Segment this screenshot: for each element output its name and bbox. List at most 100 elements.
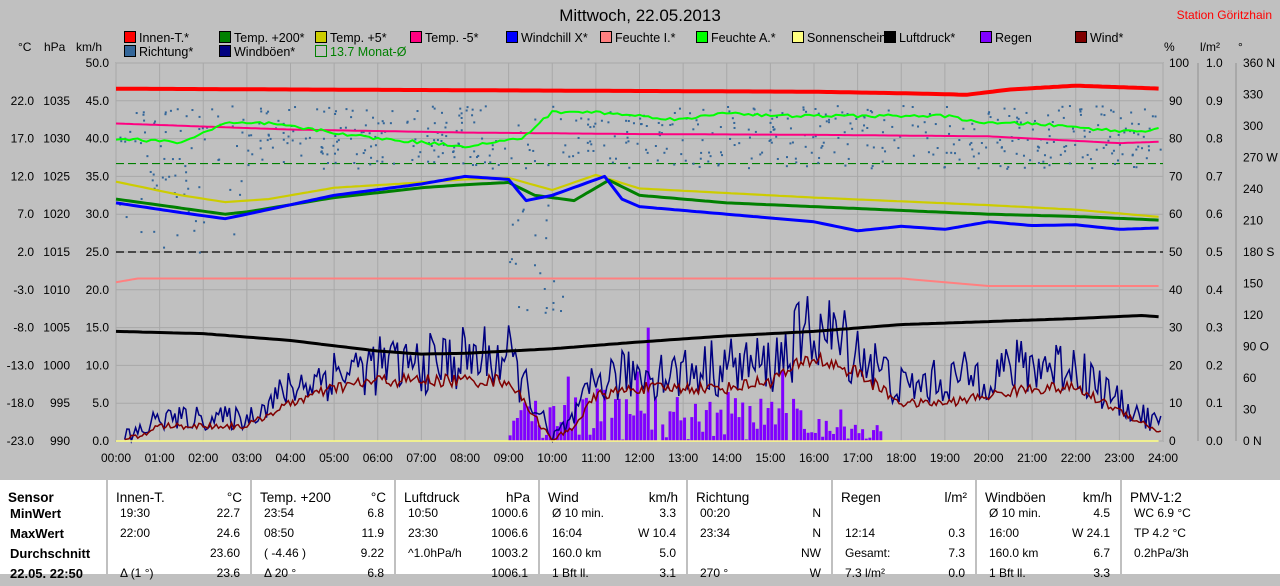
direction-tick-label: 330 [1243,88,1263,102]
table-header-unit: °C [227,490,242,505]
direction-point [393,163,395,165]
table-cell-label: 23:30 [408,526,438,540]
direction-point [286,142,288,144]
table-row: Gesamt:7.3 [833,546,975,566]
rain-bar [836,427,839,441]
direction-point [1029,159,1031,161]
rain-bar [516,418,519,441]
direction-point [912,106,914,108]
direction-point [702,139,704,141]
direction-point [748,167,750,169]
direction-point [241,180,243,182]
x-tick-label: 04:00 [275,451,305,465]
direction-point [708,152,710,154]
direction-point [480,109,482,111]
direction-point [985,146,987,148]
table-cell-label: Ø 10 min. [989,506,1041,520]
table-cell-label: ( -4.46 ) [264,546,306,560]
table-header-unit: °C [371,490,386,505]
rain-bar [592,428,595,441]
rain-bar [636,371,639,441]
rain-tick-label: 0.1 [1206,396,1223,410]
direction-point [411,159,413,161]
table-row: NW [688,546,831,566]
table-cell-value: 6.7 [1093,546,1110,560]
direction-point [186,115,188,117]
legend-label: Feuchte I.* [615,31,675,45]
direction-point [292,139,294,141]
x-tick-label: 08:00 [450,451,480,465]
x-tick-label: 12:00 [624,451,654,465]
direction-point [300,155,302,157]
direction-point [849,122,851,124]
direction-point [1046,142,1048,144]
wind-tick-label: 25.0 [86,245,110,259]
rain-tick-label: 0.7 [1206,169,1223,183]
table-cell-value: W [810,566,821,580]
direction-point [790,127,792,129]
table-cell-value: 24.6 [217,526,240,540]
direction-point [641,123,643,125]
direction-point [391,110,393,112]
direction-tick-label: 300 [1243,119,1263,133]
direction-point [377,122,379,124]
x-tick-label: 13:00 [668,451,698,465]
direction-point [755,131,757,133]
rain-bar [669,411,672,441]
direction-point [1148,145,1150,147]
table-cell-label: 1 Bft ll. [989,566,1026,580]
direction-point [492,168,494,170]
direction-point [445,122,447,124]
direction-point [805,111,807,113]
direction-point [527,144,529,146]
direction-point [546,219,548,221]
rain-bar [708,402,711,441]
direction-point [466,110,468,112]
direction-tick-label: 270 W [1243,151,1278,165]
table-cell-label: 08:50 [264,526,294,540]
direction-point [146,155,148,157]
rain-bar [610,418,613,441]
direction-point [888,109,890,111]
table-header-label: PMV-1:2 [1130,490,1182,505]
pressure-tick-label: 1000 [43,358,70,372]
direction-point [288,136,290,138]
direction-point [1063,117,1065,119]
direction-point [1001,147,1003,149]
rain-bar [814,433,817,441]
direction-point [272,147,274,149]
direction-point [143,111,145,113]
direction-point [168,176,170,178]
direction-point [770,122,772,124]
temp-tick-label: -18.0 [7,396,35,410]
direction-point [1103,114,1105,116]
legend-label: Sonnenschein* [807,31,891,45]
direction-point [1137,133,1139,135]
direction-point [529,149,531,151]
direction-point [381,161,383,163]
direction-point [164,113,166,115]
direction-point [699,166,701,168]
direction-point [935,123,937,125]
direction-point [864,116,866,118]
pressure-tick-label: 995 [50,396,70,410]
table-header: PMV-1:2 [1130,490,1272,505]
direction-point [637,143,639,145]
direction-point [353,162,355,164]
direction-point [873,146,875,148]
direction-point [407,121,409,123]
direction-point [851,128,853,130]
direction-point [534,264,536,266]
direction-point [821,145,823,147]
direction-point [484,161,486,163]
direction-point [1152,115,1154,117]
direction-point [323,138,325,140]
direction-point [203,221,205,223]
direction-point [817,162,819,164]
direction-point [628,120,630,122]
direction-point [172,158,174,160]
